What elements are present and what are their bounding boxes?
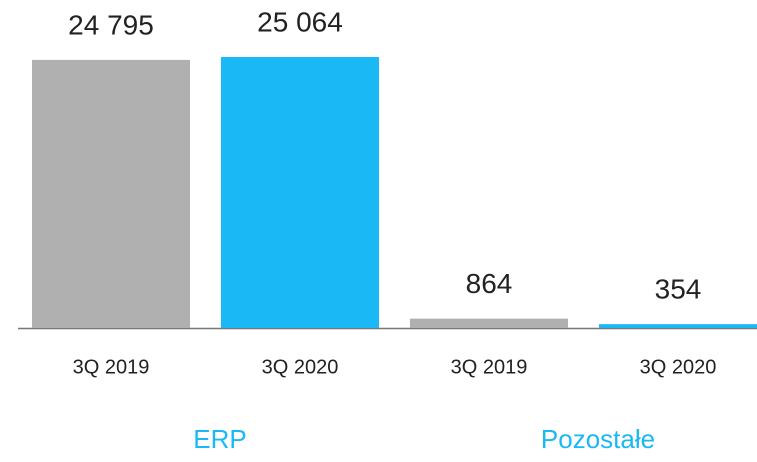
bar	[410, 318, 568, 328]
value-label: 864	[466, 268, 513, 299]
value-label: 354	[655, 274, 702, 305]
value-label: 25 064	[257, 6, 343, 37]
category-label: ERP	[193, 424, 246, 454]
bar	[221, 57, 379, 328]
bar	[599, 324, 757, 328]
bar-label: 3Q 2019	[451, 356, 528, 378]
value-label: 24 795	[68, 9, 154, 40]
bar-label: 3Q 2019	[73, 356, 150, 378]
bar-label: 3Q 2020	[262, 356, 339, 378]
bar	[32, 59, 190, 329]
bar-label: 3Q 2020	[640, 356, 717, 378]
category-label: Pozostałe	[541, 424, 655, 454]
